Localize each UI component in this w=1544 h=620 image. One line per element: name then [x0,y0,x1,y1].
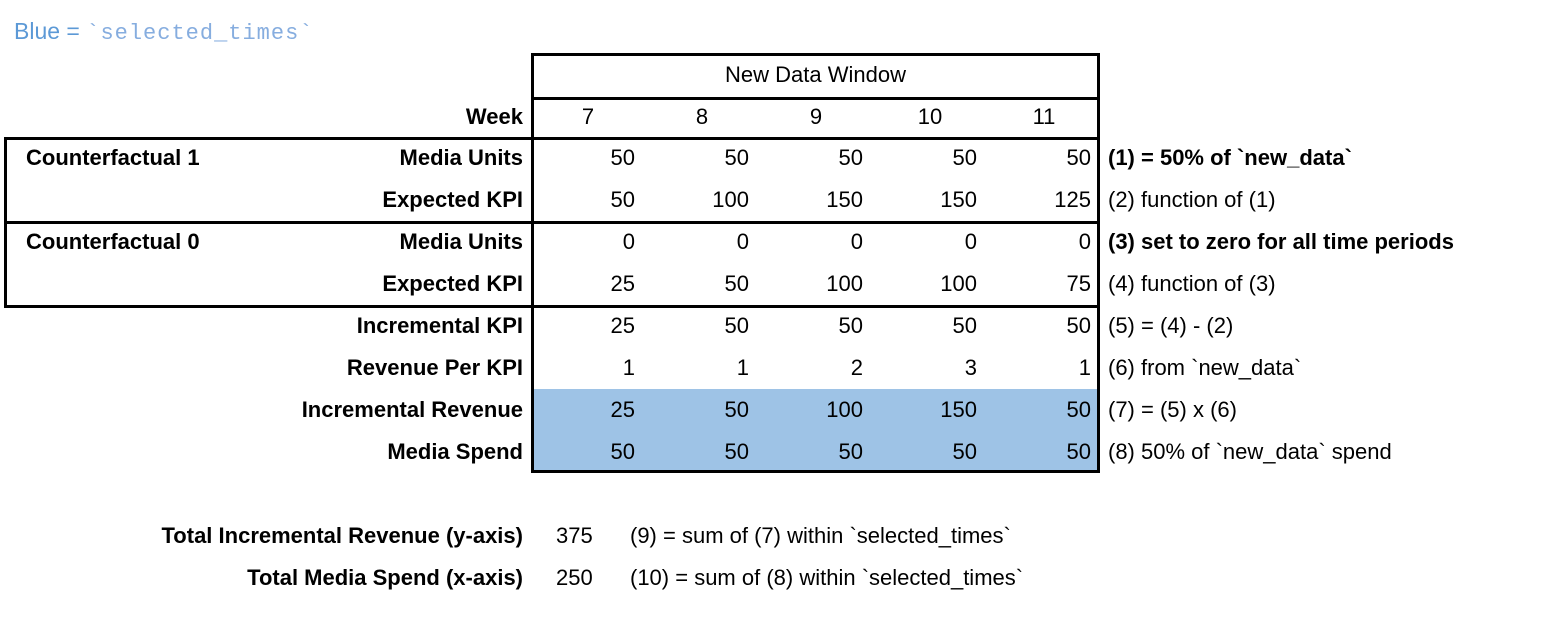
row-label: Incremental Revenue [301,397,523,422]
counterfactual-box-divider [4,221,534,224]
legend-code-selected-times: `selected_times` [86,21,314,46]
value-cell: 100 [940,271,977,296]
week-cell: 10 [917,104,943,129]
value-cell: 100 [712,187,749,212]
value-cell: 50 [610,439,635,464]
value-cell: 50 [838,313,863,338]
row-note: (7) = (5) x (6) [1108,397,1237,422]
week-cell: 9 [809,104,823,129]
row-note: (1) = 50% of `new_data` [1108,145,1352,170]
value-cell: 50 [1066,313,1091,338]
total-media-spend-label: Total Media Spend (x-axis) [247,565,523,590]
value-cell: 50 [724,397,749,422]
value-cell: 100 [826,397,863,422]
row-note: (3) set to zero for all time periods [1108,229,1454,254]
value-cell: 0 [850,229,863,254]
table-divider [531,221,1100,224]
value-cell: 3 [964,355,977,380]
row-label: Expected KPI [382,271,523,296]
value-cell: 0 [736,229,749,254]
week-cell: 11 [1032,104,1056,129]
legend: Blue = `selected_times` [14,18,313,46]
row-label: Media Units [399,145,523,170]
table-divider [531,137,1100,140]
week-cell: 7 [581,104,595,129]
row-note: (4) function of (3) [1108,271,1276,296]
value-cell: 50 [838,439,863,464]
value-cell: 25 [610,313,635,338]
value-cell: 50 [724,313,749,338]
value-cell: 50 [952,145,977,170]
value-cell: 50 [1066,439,1091,464]
total-media-spend-value: 250 [556,565,593,590]
value-cell: 50 [952,313,977,338]
row-note: (6) from `new_data` [1108,355,1302,380]
value-cell: 50 [1066,397,1091,422]
value-cell: 50 [838,145,863,170]
row-note: (2) function of (1) [1108,187,1276,212]
row-label: Incremental KPI [356,313,523,338]
counterfactual-0-label: Counterfactual 0 [26,229,200,254]
week-cell: 8 [695,104,709,129]
total-media-spend-note: (10) = sum of (8) within `selected_times… [630,565,1024,590]
value-cell: 0 [1078,229,1091,254]
table-divider [531,97,1100,100]
value-cell: 50 [724,439,749,464]
value-cell: 100 [826,271,863,296]
table-divider [531,305,1100,308]
value-cell: 150 [826,187,863,212]
value-cell: 50 [610,145,635,170]
value-cell: 25 [610,271,635,296]
value-cell: 1 [1078,355,1091,380]
total-incremental-revenue-note: (9) = sum of (7) within `selected_times` [630,523,1011,548]
week-label: Week [465,104,523,129]
value-cell: 50 [952,439,977,464]
value-cell: 2 [850,355,863,380]
value-cell: 125 [1054,187,1091,212]
value-cell: 0 [622,229,635,254]
total-incremental-revenue-label: Total Incremental Revenue (y-axis) [161,523,524,548]
counterfactual-1-label: Counterfactual 1 [26,145,200,170]
row-label: Media Units [399,229,523,254]
value-cell: 25 [610,397,635,422]
new-data-window-header: New Data Window [725,62,906,87]
legend-label: Blue = [14,18,80,44]
row-label: Expected KPI [382,187,523,212]
row-label: Revenue Per KPI [346,355,523,380]
value-cell: 1 [736,355,749,380]
value-cell: 50 [724,145,749,170]
value-cell: 150 [940,187,977,212]
value-cell: 150 [940,397,977,422]
value-cell: 50 [724,271,749,296]
selected-times-highlight [534,389,1097,470]
value-cell: 1 [622,355,635,380]
total-incremental-revenue-value: 375 [556,523,593,548]
row-note: (5) = (4) - (2) [1108,313,1234,338]
value-cell: 50 [1066,145,1091,170]
value-cell: 75 [1066,271,1091,296]
value-cell: 0 [964,229,977,254]
value-cell: 50 [610,187,635,212]
row-label: Media Spend [387,439,523,464]
row-note: (8) 50% of `new_data` spend [1108,439,1392,464]
